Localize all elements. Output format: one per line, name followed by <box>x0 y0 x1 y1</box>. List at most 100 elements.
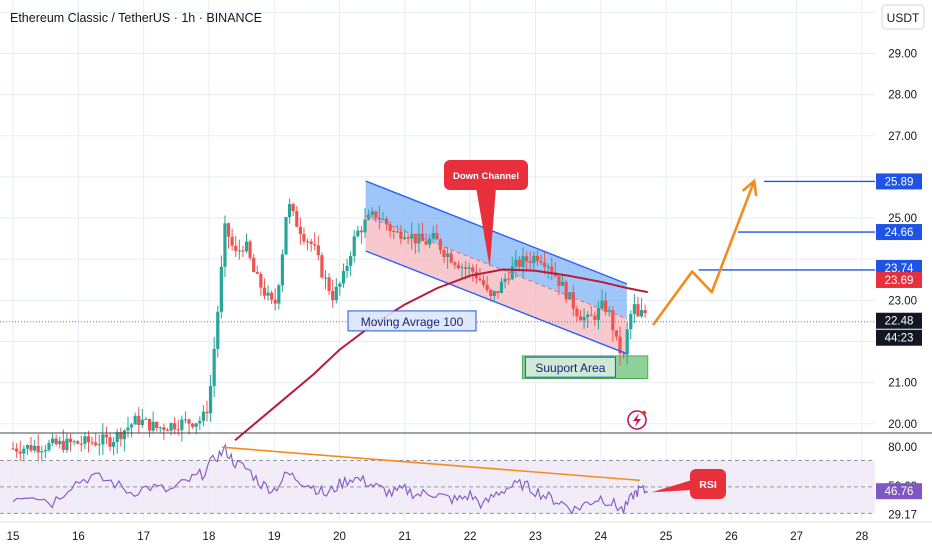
candle-up <box>287 204 292 218</box>
price-tick-6: 20.00 <box>888 419 917 431</box>
time-tick-12: 27 <box>790 531 803 543</box>
candle-up <box>198 420 202 424</box>
candle-down <box>496 291 500 293</box>
price-tick-3: 25.00 <box>888 213 917 225</box>
candle-up <box>560 281 565 286</box>
candle-up <box>363 219 367 233</box>
candle-up <box>345 265 349 272</box>
candle-up <box>151 421 155 431</box>
candle-up <box>323 277 328 279</box>
candle-down <box>578 316 583 321</box>
candle-up <box>492 291 496 297</box>
down-channel-box <box>444 160 528 190</box>
ma-label-box <box>347 310 477 332</box>
candle-down <box>162 427 166 431</box>
candle-down <box>359 230 364 233</box>
time-tick-4: 19 <box>268 531 281 543</box>
candle-down <box>478 278 482 281</box>
candle-down <box>108 437 112 447</box>
candle-up <box>417 233 421 244</box>
candle-up <box>43 449 47 452</box>
rsi-callout-pointer <box>651 480 692 493</box>
candle-down <box>291 204 295 211</box>
candle-up <box>381 218 385 220</box>
candle-down <box>176 429 180 431</box>
candle-down <box>15 448 19 452</box>
candle-down <box>313 244 317 246</box>
candle-down <box>230 236 234 246</box>
candle-down <box>29 445 33 451</box>
candle-down <box>589 314 593 316</box>
candle-down <box>507 278 511 280</box>
candle-up <box>208 386 213 414</box>
lightning-icon[interactable] <box>627 410 647 430</box>
support-label-text: Suuport Area <box>535 361 605 375</box>
candle-up <box>338 283 342 287</box>
candle-up <box>50 438 55 444</box>
symbol-title: Ethereum Classic / TetherUS · 1h · BINAN… <box>10 11 262 25</box>
candle-down <box>241 250 245 252</box>
candle-down <box>618 336 622 354</box>
candle-down <box>86 436 91 443</box>
channel-lower-line <box>365 250 628 355</box>
candle-up <box>514 259 518 267</box>
forecast-arrowhead <box>742 178 758 197</box>
candle-down <box>36 445 40 453</box>
candle-down <box>399 231 403 239</box>
candle-down <box>374 211 378 218</box>
candle-up <box>402 237 407 239</box>
candle-down <box>604 300 608 312</box>
candle-down <box>252 257 256 272</box>
rsi-pane <box>0 442 875 515</box>
time-tick-6: 21 <box>398 531 411 543</box>
candle-up <box>122 430 126 440</box>
candle-up <box>277 285 281 304</box>
axes-layer: 29.00 28.00 27.00 25.00 23.00 21.00 20.00 25.89… <box>0 48 932 543</box>
time-tick-7: 22 <box>464 531 477 543</box>
candle-down <box>94 442 98 446</box>
candle-up <box>341 271 346 284</box>
candle-down <box>485 284 489 290</box>
candle-down <box>320 255 324 278</box>
candle-down <box>438 239 443 250</box>
candle-up <box>546 266 550 268</box>
price-tag-4 <box>876 312 922 329</box>
candle-down <box>234 245 238 251</box>
candle-up <box>582 317 586 321</box>
time-tick-10: 25 <box>660 531 673 543</box>
candle-up <box>600 300 604 308</box>
rsi-value-tag <box>876 483 922 500</box>
candle-up <box>266 292 270 296</box>
candle-down <box>298 226 302 235</box>
candle-down <box>79 443 83 445</box>
price-tag-5 <box>876 329 922 346</box>
candle-down <box>309 241 313 245</box>
time-tick-9: 24 <box>594 531 607 543</box>
candle-up <box>607 310 611 312</box>
candle-down <box>155 421 159 428</box>
candle-down <box>424 240 428 245</box>
candle-down <box>456 264 460 269</box>
candle-up <box>112 442 116 447</box>
candle-down <box>593 315 597 320</box>
candle-up <box>410 233 414 239</box>
candle-up <box>596 307 601 320</box>
price-tag-text-2: 23.74 <box>885 263 914 275</box>
candle-down <box>165 430 170 432</box>
currency-badge[interactable] <box>881 4 925 30</box>
candle-down <box>442 249 446 257</box>
candle-down <box>68 438 73 443</box>
candle-down <box>305 241 310 243</box>
candle-down <box>517 259 522 267</box>
candle-down <box>76 441 80 444</box>
candle-down <box>191 423 195 427</box>
candle-up <box>223 223 227 267</box>
candle-down <box>575 308 579 317</box>
candle-up <box>639 310 644 317</box>
candle-down <box>539 261 543 263</box>
price-tick-5: 21.00 <box>888 378 917 390</box>
candle-up <box>352 236 356 257</box>
candle-up <box>284 217 288 255</box>
candle-up <box>22 448 26 454</box>
